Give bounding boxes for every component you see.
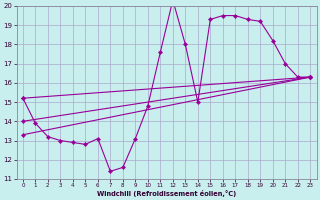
X-axis label: Windchill (Refroidissement éolien,°C): Windchill (Refroidissement éolien,°C) — [97, 190, 236, 197]
